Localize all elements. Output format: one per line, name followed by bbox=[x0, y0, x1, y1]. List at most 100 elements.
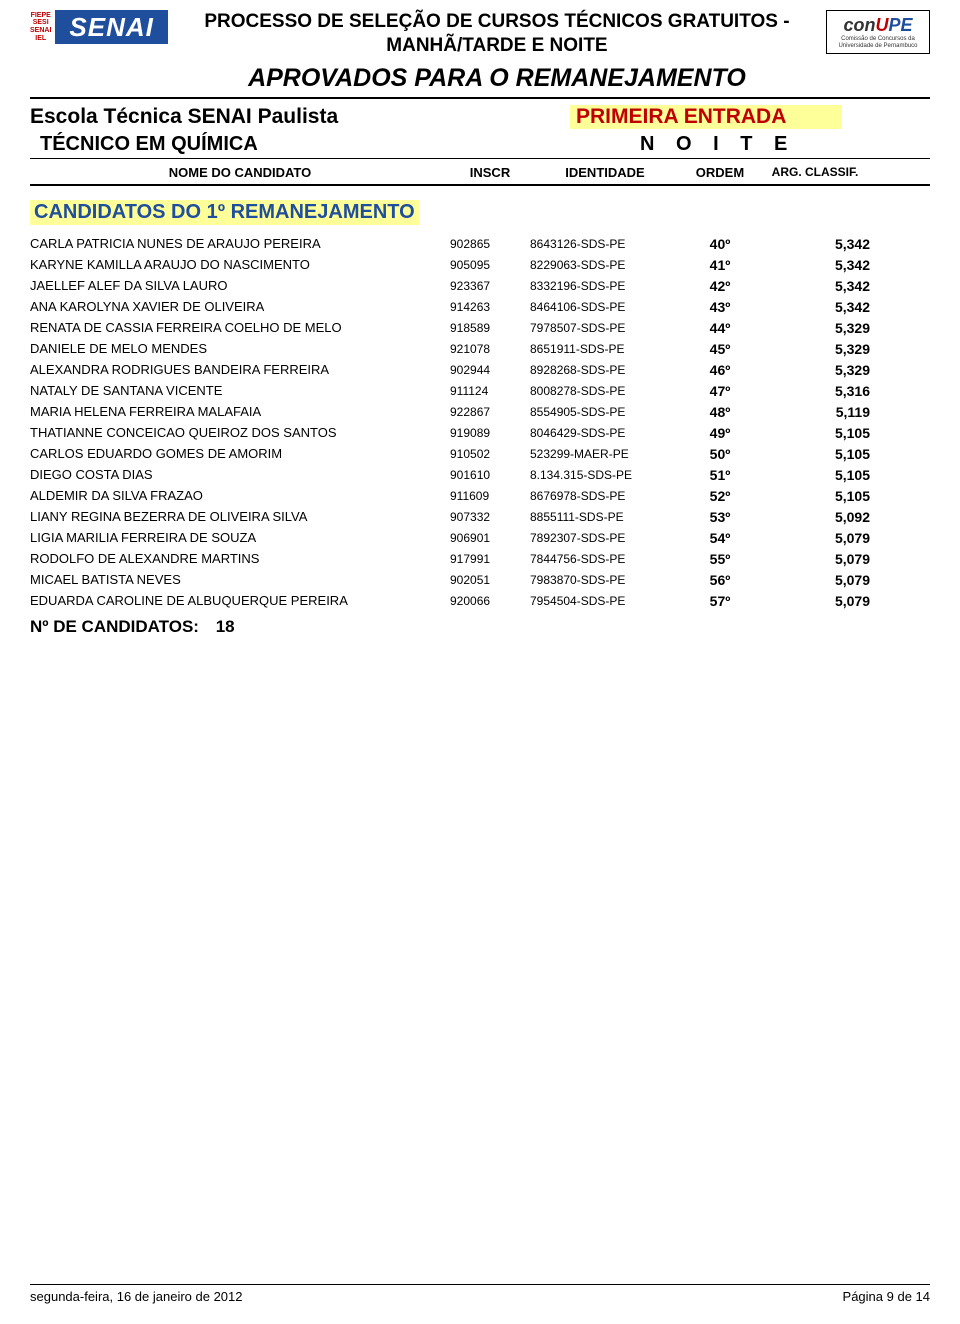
candidate-row: NATALY DE SANTANA VICENTE9111248008278-S… bbox=[30, 383, 930, 399]
candidate-inscr: 911124 bbox=[450, 384, 530, 398]
candidate-ordem: 47º bbox=[680, 383, 760, 399]
candidate-inscr: 922867 bbox=[450, 405, 530, 419]
conupe-part1: con bbox=[843, 15, 875, 35]
candidate-row: ALDEMIR DA SILVA FRAZAO9116098676978-SDS… bbox=[30, 488, 930, 504]
candidate-row: ALEXANDRA RODRIGUES BANDEIRA FERREIRA902… bbox=[30, 362, 930, 378]
candidate-ordem: 57º bbox=[680, 593, 760, 609]
candidate-ordem: 51º bbox=[680, 467, 760, 483]
candidate-ident: 8651911-SDS-PE bbox=[530, 342, 680, 356]
col-inscr: INSCR bbox=[450, 165, 530, 180]
candidate-ordem: 42º bbox=[680, 278, 760, 294]
candidate-ident: 7954504-SDS-PE bbox=[530, 594, 680, 608]
candidate-row: MICAEL BATISTA NEVES9020517983870-SDS-PE… bbox=[30, 572, 930, 588]
ncand-label: Nº DE CANDIDATOS: bbox=[30, 617, 199, 636]
candidate-classif: 5,342 bbox=[760, 278, 890, 294]
candidate-classif: 5,342 bbox=[760, 257, 890, 273]
candidate-inscr: 902051 bbox=[450, 573, 530, 587]
candidate-inscr: 917991 bbox=[450, 552, 530, 566]
num-candidatos: Nº DE CANDIDATOS: 18 bbox=[30, 617, 930, 637]
candidate-inscr: 902865 bbox=[450, 237, 530, 251]
candidate-row: ANA KAROLYNA XAVIER DE OLIVEIRA914263846… bbox=[30, 299, 930, 315]
candidate-ident: 8008278-SDS-PE bbox=[530, 384, 680, 398]
candidate-classif: 5,079 bbox=[760, 572, 890, 588]
candidate-ident: 7844756-SDS-PE bbox=[530, 552, 680, 566]
candidate-ordem: 44º bbox=[680, 320, 760, 336]
candidate-classif: 5,316 bbox=[760, 383, 890, 399]
candidate-classif: 5,329 bbox=[760, 362, 890, 378]
candidate-ordem: 43º bbox=[680, 299, 760, 315]
candidate-row: RENATA DE CASSIA FERREIRA COELHO DE MELO… bbox=[30, 320, 930, 336]
candidate-classif: 5,105 bbox=[760, 425, 890, 441]
candidate-row: LIGIA MARILIA FERREIRA DE SOUZA906901789… bbox=[30, 530, 930, 546]
candidate-classif: 5,329 bbox=[760, 341, 890, 357]
curso-name: TÉCNICO EM QUÍMICA bbox=[30, 133, 580, 156]
candidate-inscr: 914263 bbox=[450, 300, 530, 314]
candidate-inscr: 923367 bbox=[450, 279, 530, 293]
candidate-row: DIEGO COSTA DIAS9016108.134.315-SDS-PE51… bbox=[30, 467, 930, 483]
candidate-name: RENATA DE CASSIA FERREIRA COELHO DE MELO bbox=[30, 320, 450, 335]
candidate-ident: 8643126-SDS-PE bbox=[530, 237, 680, 251]
footer-date: segunda-feira, 16 de janeiro de 2012 bbox=[30, 1289, 243, 1304]
candidate-ident: 8855111-SDS-PE bbox=[530, 510, 680, 524]
candidate-ordem: 46º bbox=[680, 362, 760, 378]
candidate-row: LIANY REGINA BEZERRA DE OLIVEIRA SILVA90… bbox=[30, 509, 930, 525]
candidate-ident: 8464106-SDS-PE bbox=[530, 300, 680, 314]
candidate-name: KARYNE KAMILLA ARAUJO DO NASCIMENTO bbox=[30, 257, 450, 272]
candidate-classif: 5,329 bbox=[760, 320, 890, 336]
candidate-row: KARYNE KAMILLA ARAUJO DO NASCIMENTO90509… bbox=[30, 257, 930, 273]
candidate-row: JAELLEF ALEF DA SILVA LAURO9233678332196… bbox=[30, 278, 930, 294]
candidate-ordem: 56º bbox=[680, 572, 760, 588]
turno-label: N O I T E bbox=[580, 133, 795, 156]
page-footer: segunda-feira, 16 de janeiro de 2012 Pág… bbox=[30, 1284, 930, 1304]
processo-title: PROCESSO DE SELEÇÃO DE CURSOS TÉCNICOS G… bbox=[180, 10, 814, 58]
candidate-ident: 523299-MAER-PE bbox=[530, 447, 680, 461]
candidate-name: DIEGO COSTA DIAS bbox=[30, 467, 450, 482]
col-nome: NOME DO CANDIDATO bbox=[30, 165, 450, 180]
candidate-inscr: 919089 bbox=[450, 426, 530, 440]
candidate-name: LIGIA MARILIA FERREIRA DE SOUZA bbox=[30, 530, 450, 545]
candidate-name: ALEXANDRA RODRIGUES BANDEIRA FERREIRA bbox=[30, 362, 450, 377]
ncand-value: 18 bbox=[216, 617, 235, 636]
aprovados-title: APROVADOS PARA O REMANEJAMENTO bbox=[180, 64, 814, 93]
candidate-classif: 5,342 bbox=[760, 236, 890, 252]
candidate-row: CARLOS EDUARDO GOMES DE AMORIM9105025232… bbox=[30, 446, 930, 462]
candidate-classif: 5,119 bbox=[760, 404, 890, 420]
candidate-ident: 8046429-SDS-PE bbox=[530, 426, 680, 440]
entrada-label: PRIMEIRA ENTRADA bbox=[570, 105, 842, 129]
candidates-list: CARLA PATRICIA NUNES DE ARAUJO PEREIRA90… bbox=[30, 236, 930, 609]
candidate-inscr: 921078 bbox=[450, 342, 530, 356]
section-title: CANDIDATOS DO 1º REMANEJAMENTO bbox=[30, 200, 419, 225]
candidate-name: CARLA PATRICIA NUNES DE ARAUJO PEREIRA bbox=[30, 236, 450, 251]
candidate-row: CARLA PATRICIA NUNES DE ARAUJO PEREIRA90… bbox=[30, 236, 930, 252]
candidate-inscr: 905095 bbox=[450, 258, 530, 272]
candidate-row: EDUARDA CAROLINE DE ALBUQUERQUE PEREIRA9… bbox=[30, 593, 930, 609]
candidate-name: NATALY DE SANTANA VICENTE bbox=[30, 383, 450, 398]
candidate-name: ANA KAROLYNA XAVIER DE OLIVEIRA bbox=[30, 299, 450, 314]
conupe-part3: PE bbox=[889, 15, 913, 35]
candidate-ordem: 54º bbox=[680, 530, 760, 546]
candidate-name: ALDEMIR DA SILVA FRAZAO bbox=[30, 488, 450, 503]
candidate-ordem: 49º bbox=[680, 425, 760, 441]
candidate-ident: 8554905-SDS-PE bbox=[530, 405, 680, 419]
candidate-inscr: 902944 bbox=[450, 363, 530, 377]
candidate-inscr: 918589 bbox=[450, 321, 530, 335]
candidate-ordem: 48º bbox=[680, 404, 760, 420]
candidate-row: MARIA HELENA FERREIRA MALAFAIA9228678554… bbox=[30, 404, 930, 420]
candidate-inscr: 906901 bbox=[450, 531, 530, 545]
candidate-ordem: 52º bbox=[680, 488, 760, 504]
candidate-inscr: 907332 bbox=[450, 510, 530, 524]
candidate-classif: 5,105 bbox=[760, 467, 890, 483]
candidate-name: LIANY REGINA BEZERRA DE OLIVEIRA SILVA bbox=[30, 509, 450, 524]
candidate-classif: 5,342 bbox=[760, 299, 890, 315]
candidate-ident: 8229063-SDS-PE bbox=[530, 258, 680, 272]
candidate-ordem: 53º bbox=[680, 509, 760, 525]
candidate-classif: 5,105 bbox=[760, 446, 890, 462]
candidate-ident: 7983870-SDS-PE bbox=[530, 573, 680, 587]
candidate-row: THATIANNE CONCEICAO QUEIROZ DOS SANTOS91… bbox=[30, 425, 930, 441]
candidate-ordem: 50º bbox=[680, 446, 760, 462]
footer-page: Página 9 de 14 bbox=[843, 1289, 930, 1304]
candidate-name: EDUARDA CAROLINE DE ALBUQUERQUE PEREIRA bbox=[30, 593, 450, 608]
candidate-inscr: 911609 bbox=[450, 489, 530, 503]
fiepe-text: FIEPE SESI SENAI IEL bbox=[30, 12, 51, 43]
candidate-ident: 8676978-SDS-PE bbox=[530, 489, 680, 503]
